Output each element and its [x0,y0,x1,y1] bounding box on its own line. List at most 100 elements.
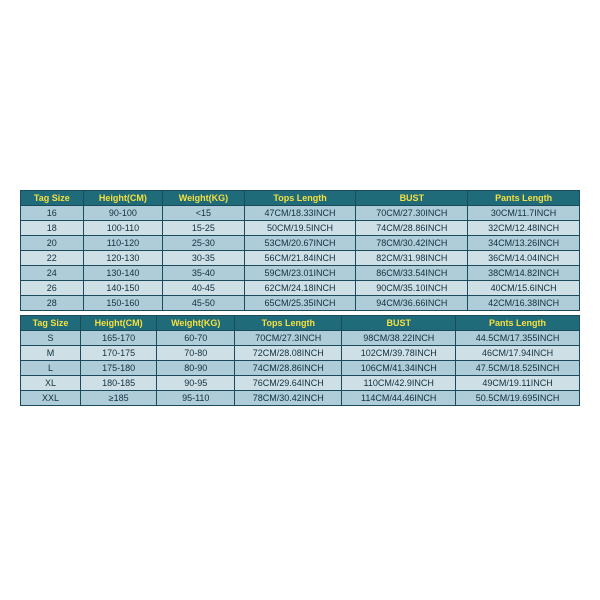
cell: 106CM/41.34INCH [342,361,456,376]
adult-size-table: Tag Size Height(CM) Weight(KG) Tops Leng… [20,315,580,406]
cell: 78CM/30.42INCH [356,236,468,251]
table-row: 26 140-150 40-45 62CM/24.18INCH 90CM/35.… [21,281,580,296]
table-header-row: Tag Size Height(CM) Weight(KG) Tops Leng… [21,316,580,331]
col-pants-length: Pants Length [456,316,580,331]
col-tag-size: Tag Size [21,191,84,206]
cell: 65CM/25.35INCH [244,296,356,311]
cell: 40CM/15.6INCH [468,281,580,296]
cell: 82CM/31.98INCH [356,251,468,266]
col-pants-length: Pants Length [468,191,580,206]
cell: M [21,346,81,361]
cell: 49CM/19.11INCH [456,376,580,391]
cell: 180-185 [80,376,156,391]
cell: 74CM/28.86INCH [356,221,468,236]
cell: 90-95 [157,376,235,391]
cell: S [21,331,81,346]
col-bust: BUST [342,316,456,331]
cell: 130-140 [83,266,163,281]
cell: 25-30 [163,236,244,251]
cell: 32CM/12.48INCH [468,221,580,236]
col-weight: Weight(KG) [163,191,244,206]
cell: 94CM/36.66INCH [356,296,468,311]
cell: 114CM/44.46INCH [342,391,456,406]
cell: 38CM/14.82INCH [468,266,580,281]
cell: 110-120 [83,236,163,251]
cell: 22 [21,251,84,266]
cell: XXL [21,391,81,406]
cell: 36CM/14.04INCH [468,251,580,266]
cell: 28 [21,296,84,311]
cell: 26 [21,281,84,296]
table-row: 18 100-110 15-25 50CM/19.5INCH 74CM/28.8… [21,221,580,236]
cell: 40-45 [163,281,244,296]
cell: 150-160 [83,296,163,311]
cell: 74CM/28.86INCH [235,361,342,376]
table-row: L 175-180 80-90 74CM/28.86INCH 106CM/41.… [21,361,580,376]
cell: 50.5CM/19.695INCH [456,391,580,406]
cell: 46CM/17.94INCH [456,346,580,361]
cell: 60-70 [157,331,235,346]
cell: 165-170 [80,331,156,346]
cell: 86CM/33.54INCH [356,266,468,281]
col-bust: BUST [356,191,468,206]
cell: 120-130 [83,251,163,266]
col-tops-length: Tops Length [244,191,356,206]
cell: 15-25 [163,221,244,236]
cell: 56CM/21.84INCH [244,251,356,266]
size-tables-container: Tag Size Height(CM) Weight(KG) Tops Leng… [10,190,590,410]
table-row: 16 90-100 <15 47CM/18.33INCH 70CM/27.30I… [21,206,580,221]
cell: 18 [21,221,84,236]
col-weight: Weight(KG) [157,316,235,331]
table-row: 28 150-160 45-50 65CM/25.35INCH 94CM/36.… [21,296,580,311]
cell: L [21,361,81,376]
cell: 16 [21,206,84,221]
cell: 24 [21,266,84,281]
cell: 90CM/35.10INCH [356,281,468,296]
cell: 95-110 [157,391,235,406]
cell: 70-80 [157,346,235,361]
cell: 42CM/16.38INCH [468,296,580,311]
table-row: 24 130-140 35-40 59CM/23.01INCH 86CM/33.… [21,266,580,281]
cell: 102CM/39.78INCH [342,346,456,361]
cell: 140-150 [83,281,163,296]
cell: 80-90 [157,361,235,376]
table-header-row: Tag Size Height(CM) Weight(KG) Tops Leng… [21,191,580,206]
cell: 78CM/30.42INCH [235,391,342,406]
table-row: 20 110-120 25-30 53CM/20.67INCH 78CM/30.… [21,236,580,251]
cell: 30CM/11.7INCH [468,206,580,221]
cell: 20 [21,236,84,251]
cell: 30-35 [163,251,244,266]
table-row: M 170-175 70-80 72CM/28.08INCH 102CM/39.… [21,346,580,361]
cell: 47CM/18.33INCH [244,206,356,221]
cell: 53CM/20.67INCH [244,236,356,251]
cell: 50CM/19.5INCH [244,221,356,236]
cell: 90-100 [83,206,163,221]
cell: 47.5CM/18.525INCH [456,361,580,376]
cell: XL [21,376,81,391]
cell: 44.5CM/17.355INCH [456,331,580,346]
cell: 170-175 [80,346,156,361]
cell: <15 [163,206,244,221]
cell: 98CM/38.22INCH [342,331,456,346]
col-height: Height(CM) [83,191,163,206]
cell: 110CM/42.9INCH [342,376,456,391]
cell: 175-180 [80,361,156,376]
table-row: S 165-170 60-70 70CM/27.3INCH 98CM/38.22… [21,331,580,346]
col-tops-length: Tops Length [235,316,342,331]
col-tag-size: Tag Size [21,316,81,331]
cell: 100-110 [83,221,163,236]
col-height: Height(CM) [80,316,156,331]
cell: 72CM/28.08INCH [235,346,342,361]
cell: 70CM/27.30INCH [356,206,468,221]
cell: 62CM/24.18INCH [244,281,356,296]
table-row: XXL ≥185 95-110 78CM/30.42INCH 114CM/44.… [21,391,580,406]
table-row: XL 180-185 90-95 76CM/29.64INCH 110CM/42… [21,376,580,391]
kids-size-table: Tag Size Height(CM) Weight(KG) Tops Leng… [20,190,580,311]
cell: 34CM/13.26INCH [468,236,580,251]
cell: 70CM/27.3INCH [235,331,342,346]
table-row: 22 120-130 30-35 56CM/21.84INCH 82CM/31.… [21,251,580,266]
cell: ≥185 [80,391,156,406]
cell: 35-40 [163,266,244,281]
cell: 59CM/23.01INCH [244,266,356,281]
cell: 76CM/29.64INCH [235,376,342,391]
